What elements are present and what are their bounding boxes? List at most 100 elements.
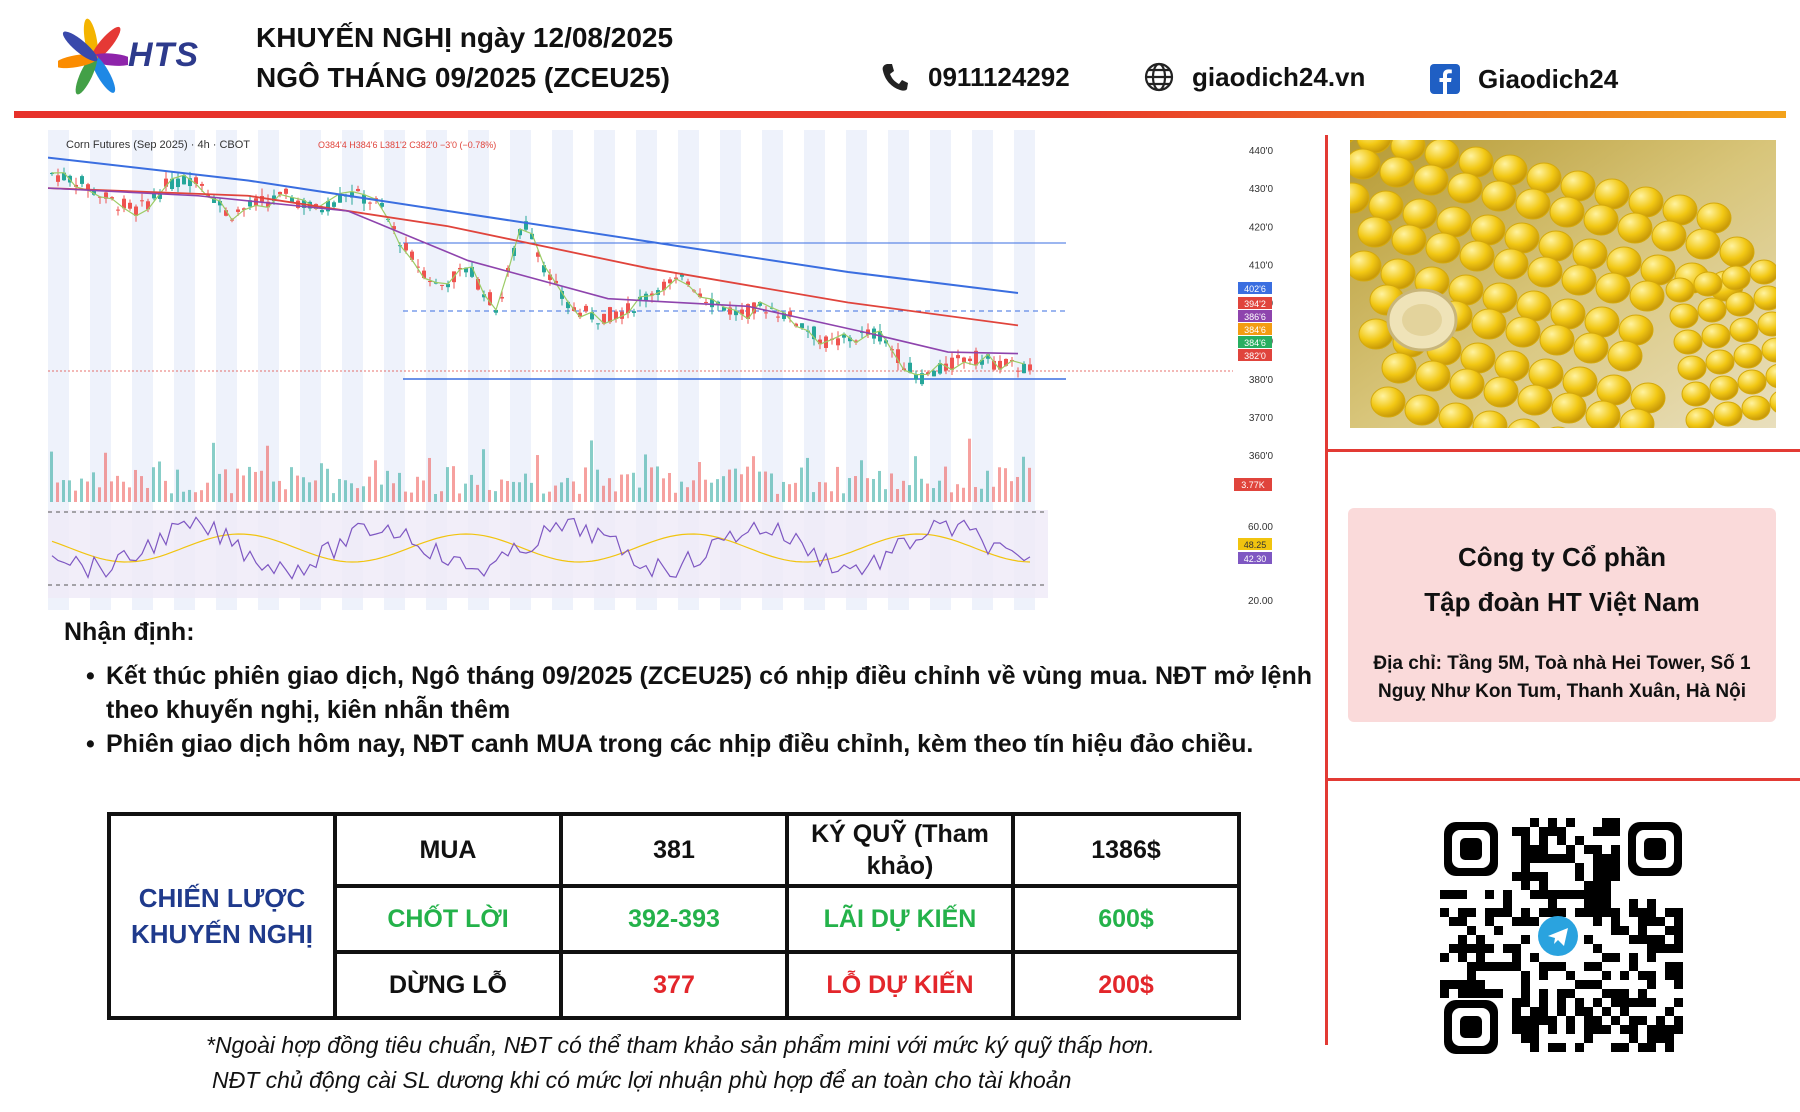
contact-website[interactable]: giaodich24.vn <box>1142 60 1365 94</box>
qr-module <box>1602 863 1611 872</box>
volume-bar <box>608 478 611 502</box>
corn-kernel <box>1471 308 1507 340</box>
volume-bar <box>746 466 749 502</box>
analysis-section: Nhận định: • Kết thúc phiên giao dịch, Ng… <box>64 618 1312 761</box>
volume-bar <box>938 480 941 502</box>
corn-kernel <box>1677 355 1707 381</box>
qr-module <box>1602 908 1611 917</box>
qr-module <box>1674 1025 1683 1034</box>
corn-kernel <box>1350 250 1382 282</box>
qr-module <box>1467 944 1476 953</box>
qr-module <box>1674 944 1683 953</box>
osc-signal-line <box>51 533 1031 563</box>
phone-number[interactable]: 0911124292 <box>928 61 1070 92</box>
telegram-qr-code[interactable] <box>1440 818 1686 1058</box>
qr-module <box>1458 944 1467 953</box>
osc-tag <box>1238 538 1272 550</box>
corn-kernel <box>1696 202 1732 234</box>
corn-kernel <box>1713 401 1743 427</box>
qr-module <box>1557 998 1566 1007</box>
volume-bar <box>152 467 155 502</box>
corn-kernel <box>1482 282 1518 314</box>
qr-module <box>1584 890 1593 899</box>
qr-module <box>1521 854 1530 863</box>
corn-kernel <box>1425 232 1461 264</box>
candle-body <box>614 311 618 319</box>
corn-kernel <box>1492 154 1528 186</box>
volume-bar <box>866 478 869 502</box>
qr-module <box>1593 872 1602 881</box>
volume-bar <box>944 466 947 502</box>
qr-module <box>1647 1043 1656 1052</box>
corn-kernel <box>1596 374 1632 406</box>
qr-module <box>1521 836 1530 845</box>
qr-module <box>1665 944 1674 953</box>
facebook-link[interactable]: Giaodich24 <box>1478 63 1619 94</box>
qr-module <box>1512 827 1521 836</box>
volume-bar <box>836 466 839 502</box>
volume-bar <box>332 493 335 502</box>
qr-module <box>1584 1016 1593 1025</box>
volume-bar <box>158 461 161 502</box>
volume-bar <box>482 449 485 502</box>
candle-body <box>938 363 942 374</box>
qr-module <box>1575 863 1584 872</box>
buy-price: 381 <box>559 812 789 888</box>
strategy-heading: CHIẾN LƯỢC KHUYẾN NGHỊ <box>107 812 337 1020</box>
qr-module <box>1512 1025 1521 1034</box>
qr-module <box>1629 1034 1638 1043</box>
qr-module <box>1665 926 1674 935</box>
candle-body <box>578 312 582 318</box>
qr-module <box>1611 989 1620 998</box>
corn-kernel <box>1725 291 1755 317</box>
qr-module <box>1611 998 1620 1007</box>
right-divider-top <box>1325 449 1800 452</box>
qr-module <box>1539 1016 1548 1025</box>
volume-bar <box>680 481 683 502</box>
volume-bar <box>986 470 989 502</box>
volume-bar <box>656 466 659 502</box>
corn-kernel <box>1391 224 1427 256</box>
corn-kernel <box>1538 230 1574 262</box>
volume-bar <box>368 476 371 502</box>
corn-kernel <box>1662 194 1698 226</box>
corn-kernel <box>1516 290 1552 322</box>
volume-bar <box>560 482 563 502</box>
qr-module <box>1647 1034 1656 1043</box>
qr-module <box>1530 1025 1539 1034</box>
qr-module <box>1539 908 1548 917</box>
candle-body <box>410 251 414 260</box>
price-chart[interactable]: 440'0430'0420'0410'0400'0390'0380'0370'0… <box>47 130 1278 610</box>
candle-body <box>440 284 444 286</box>
corn-kernel <box>1681 381 1711 407</box>
candle-body <box>794 323 798 327</box>
contact-phone[interactable]: 0911124292 <box>878 60 1070 94</box>
qr-module <box>1548 962 1557 971</box>
corn-kernel <box>1380 258 1416 290</box>
website-link[interactable]: giaodich24.vn <box>1192 61 1366 92</box>
volume-bar <box>1022 456 1025 502</box>
candle-body <box>80 176 84 184</box>
qr-module <box>1521 980 1530 989</box>
candle-body <box>182 175 186 185</box>
qr-module <box>1593 863 1602 872</box>
volume-bar <box>404 491 407 502</box>
contact-facebook[interactable]: Giaodich24 <box>1428 62 1618 96</box>
candle-body <box>56 175 60 182</box>
qr-module <box>1476 962 1485 971</box>
phone-icon <box>878 60 912 94</box>
qr-module <box>1647 1025 1656 1034</box>
volume-bar <box>812 492 815 502</box>
qr-module <box>1674 980 1683 989</box>
price-tick-label: 420'0 <box>1249 222 1274 233</box>
candle-body <box>62 172 66 181</box>
candle-body <box>134 206 138 216</box>
corn-kernel <box>1381 352 1417 384</box>
qr-module <box>1629 935 1638 944</box>
qr-module <box>1530 818 1539 827</box>
corn-kernel <box>1629 280 1665 312</box>
qr-module <box>1584 908 1593 917</box>
volume-bar <box>830 491 833 502</box>
volume-bar <box>116 475 119 502</box>
qr-module <box>1674 917 1683 926</box>
